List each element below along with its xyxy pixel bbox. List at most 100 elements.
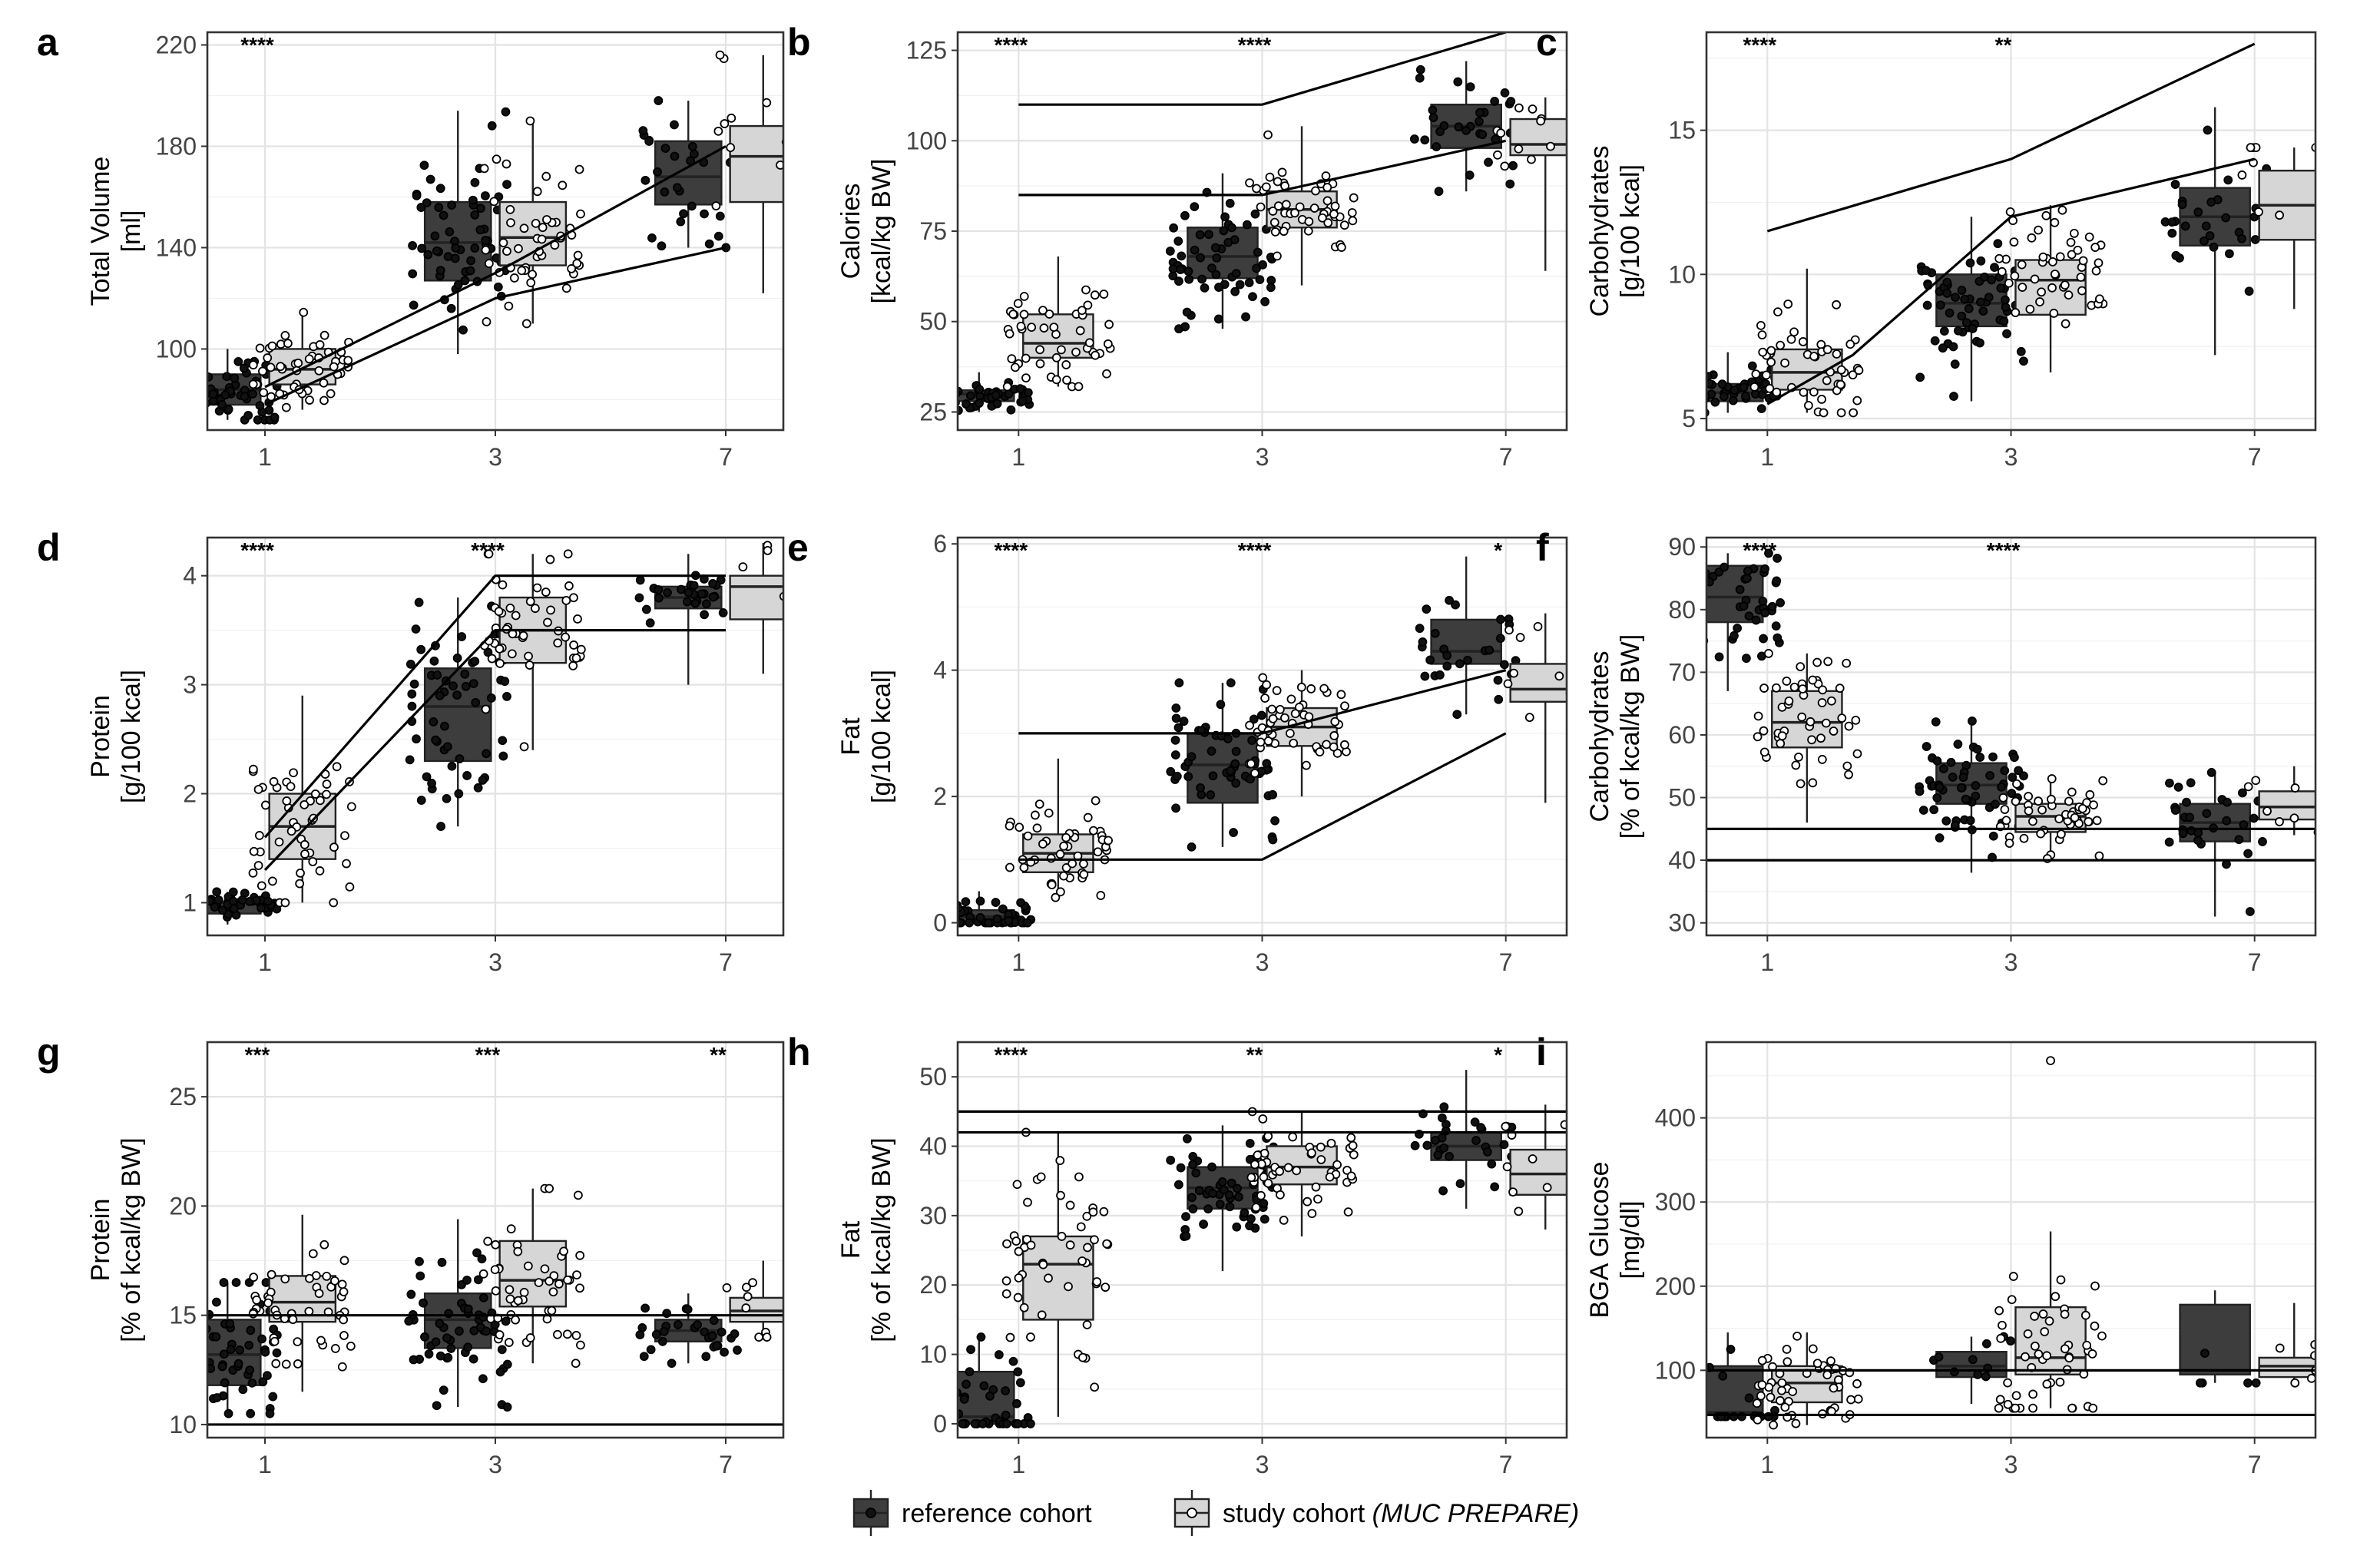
data-point bbox=[1753, 732, 1763, 742]
data-point bbox=[1487, 1159, 1497, 1169]
data-point bbox=[1323, 218, 1333, 228]
panel-letter: c bbox=[1536, 21, 1557, 64]
data-point bbox=[240, 392, 250, 402]
data-point bbox=[1546, 141, 1555, 151]
data-point bbox=[1692, 1393, 1700, 1401]
panel-letter: d bbox=[37, 526, 61, 569]
data-point bbox=[429, 717, 439, 727]
data-point bbox=[2244, 286, 2254, 296]
data-point bbox=[1051, 892, 1061, 902]
data-point bbox=[1743, 566, 1753, 576]
data-point bbox=[663, 587, 672, 597]
y-axis-label: Fat bbox=[836, 717, 866, 756]
data-point bbox=[1250, 768, 1260, 778]
data-point bbox=[569, 640, 578, 650]
y-tick-label: 4 bbox=[933, 657, 947, 684]
data-point bbox=[185, 389, 193, 397]
data-point bbox=[1266, 283, 1276, 293]
data-point bbox=[2030, 274, 2040, 284]
data-point bbox=[404, 1316, 414, 1326]
data-point bbox=[405, 755, 415, 765]
data-point bbox=[1270, 227, 1280, 237]
data-point bbox=[2193, 828, 2203, 838]
data-point bbox=[1500, 161, 1510, 171]
y-axis-label: [g/100 kcal] bbox=[1616, 164, 1645, 298]
data-point bbox=[670, 120, 679, 130]
data-point bbox=[2061, 319, 2071, 329]
data-point bbox=[2165, 778, 2174, 788]
data-point bbox=[1960, 294, 1970, 304]
data-point bbox=[343, 356, 353, 366]
data-point bbox=[422, 198, 432, 207]
data-point bbox=[326, 389, 336, 399]
data-point bbox=[511, 1315, 521, 1325]
data-point bbox=[1720, 562, 1729, 572]
data-point bbox=[1075, 326, 1085, 336]
data-point bbox=[1026, 1240, 1036, 1250]
data-point bbox=[1303, 226, 1313, 236]
data-point bbox=[1773, 633, 1783, 643]
data-point bbox=[2000, 766, 2010, 776]
data-point bbox=[1998, 1320, 2007, 1330]
data-point bbox=[667, 1359, 677, 1369]
data-point bbox=[217, 905, 227, 915]
data-point bbox=[1493, 675, 1503, 685]
y-tick-label: 80 bbox=[1668, 596, 1696, 624]
data-point bbox=[1445, 595, 1454, 605]
data-point bbox=[1968, 1355, 1978, 1365]
data-point bbox=[2042, 1351, 2052, 1361]
data-point bbox=[244, 896, 254, 906]
data-point bbox=[2180, 221, 2190, 231]
data-point bbox=[1981, 1339, 1991, 1349]
data-point bbox=[1777, 1385, 1786, 1395]
data-point bbox=[792, 571, 799, 578]
legend-item: reference cohort bbox=[852, 1490, 1092, 1536]
panel-a: 100 140 180 220 1 3 7 Total Volume [ml] a **** bbox=[37, 21, 785, 471]
data-point bbox=[1008, 309, 1018, 319]
data-point bbox=[1941, 816, 1951, 826]
data-point bbox=[1279, 227, 1289, 237]
data-point bbox=[935, 387, 943, 395]
data-point bbox=[483, 1236, 493, 1246]
data-point bbox=[1199, 1220, 1208, 1229]
data-point bbox=[1068, 859, 1077, 869]
data-point bbox=[1751, 369, 1761, 379]
data-point bbox=[2067, 1403, 2077, 1413]
data-point bbox=[1509, 668, 1518, 678]
data-point bbox=[1275, 704, 1285, 714]
data-point bbox=[1493, 150, 1502, 160]
data-point bbox=[526, 278, 536, 287]
data-point bbox=[676, 217, 686, 227]
data-point bbox=[267, 341, 277, 351]
data-point bbox=[1993, 239, 2003, 249]
data-point bbox=[672, 183, 682, 193]
data-point bbox=[1018, 396, 1028, 406]
data-point bbox=[2007, 1295, 2017, 1305]
data-point bbox=[718, 608, 728, 617]
data-point bbox=[1215, 1200, 1225, 1210]
data-point bbox=[293, 1337, 303, 1347]
data-point bbox=[443, 1352, 453, 1362]
data-point bbox=[1259, 1172, 1269, 1182]
data-point bbox=[482, 317, 492, 326]
data-point bbox=[1685, 376, 1693, 384]
significance-label: **** bbox=[240, 538, 274, 562]
data-point bbox=[2076, 273, 2086, 282]
data-point bbox=[2044, 1316, 2054, 1326]
data-point bbox=[2019, 771, 2028, 781]
data-point bbox=[263, 1298, 273, 1308]
data-point bbox=[722, 1283, 732, 1292]
data-point bbox=[976, 1332, 986, 1342]
data-point bbox=[2316, 1379, 2324, 1387]
x-tick-label: 1 bbox=[1011, 948, 1025, 976]
data-point bbox=[1077, 306, 1087, 316]
data-point bbox=[249, 846, 259, 856]
data-point bbox=[1346, 1133, 1356, 1143]
data-point bbox=[568, 661, 578, 670]
outlier-point bbox=[2046, 1056, 2055, 1066]
data-point bbox=[258, 1377, 268, 1387]
data-point bbox=[468, 195, 478, 205]
data-point bbox=[1935, 833, 1945, 842]
data-point bbox=[509, 273, 519, 283]
data-point bbox=[707, 1331, 717, 1341]
